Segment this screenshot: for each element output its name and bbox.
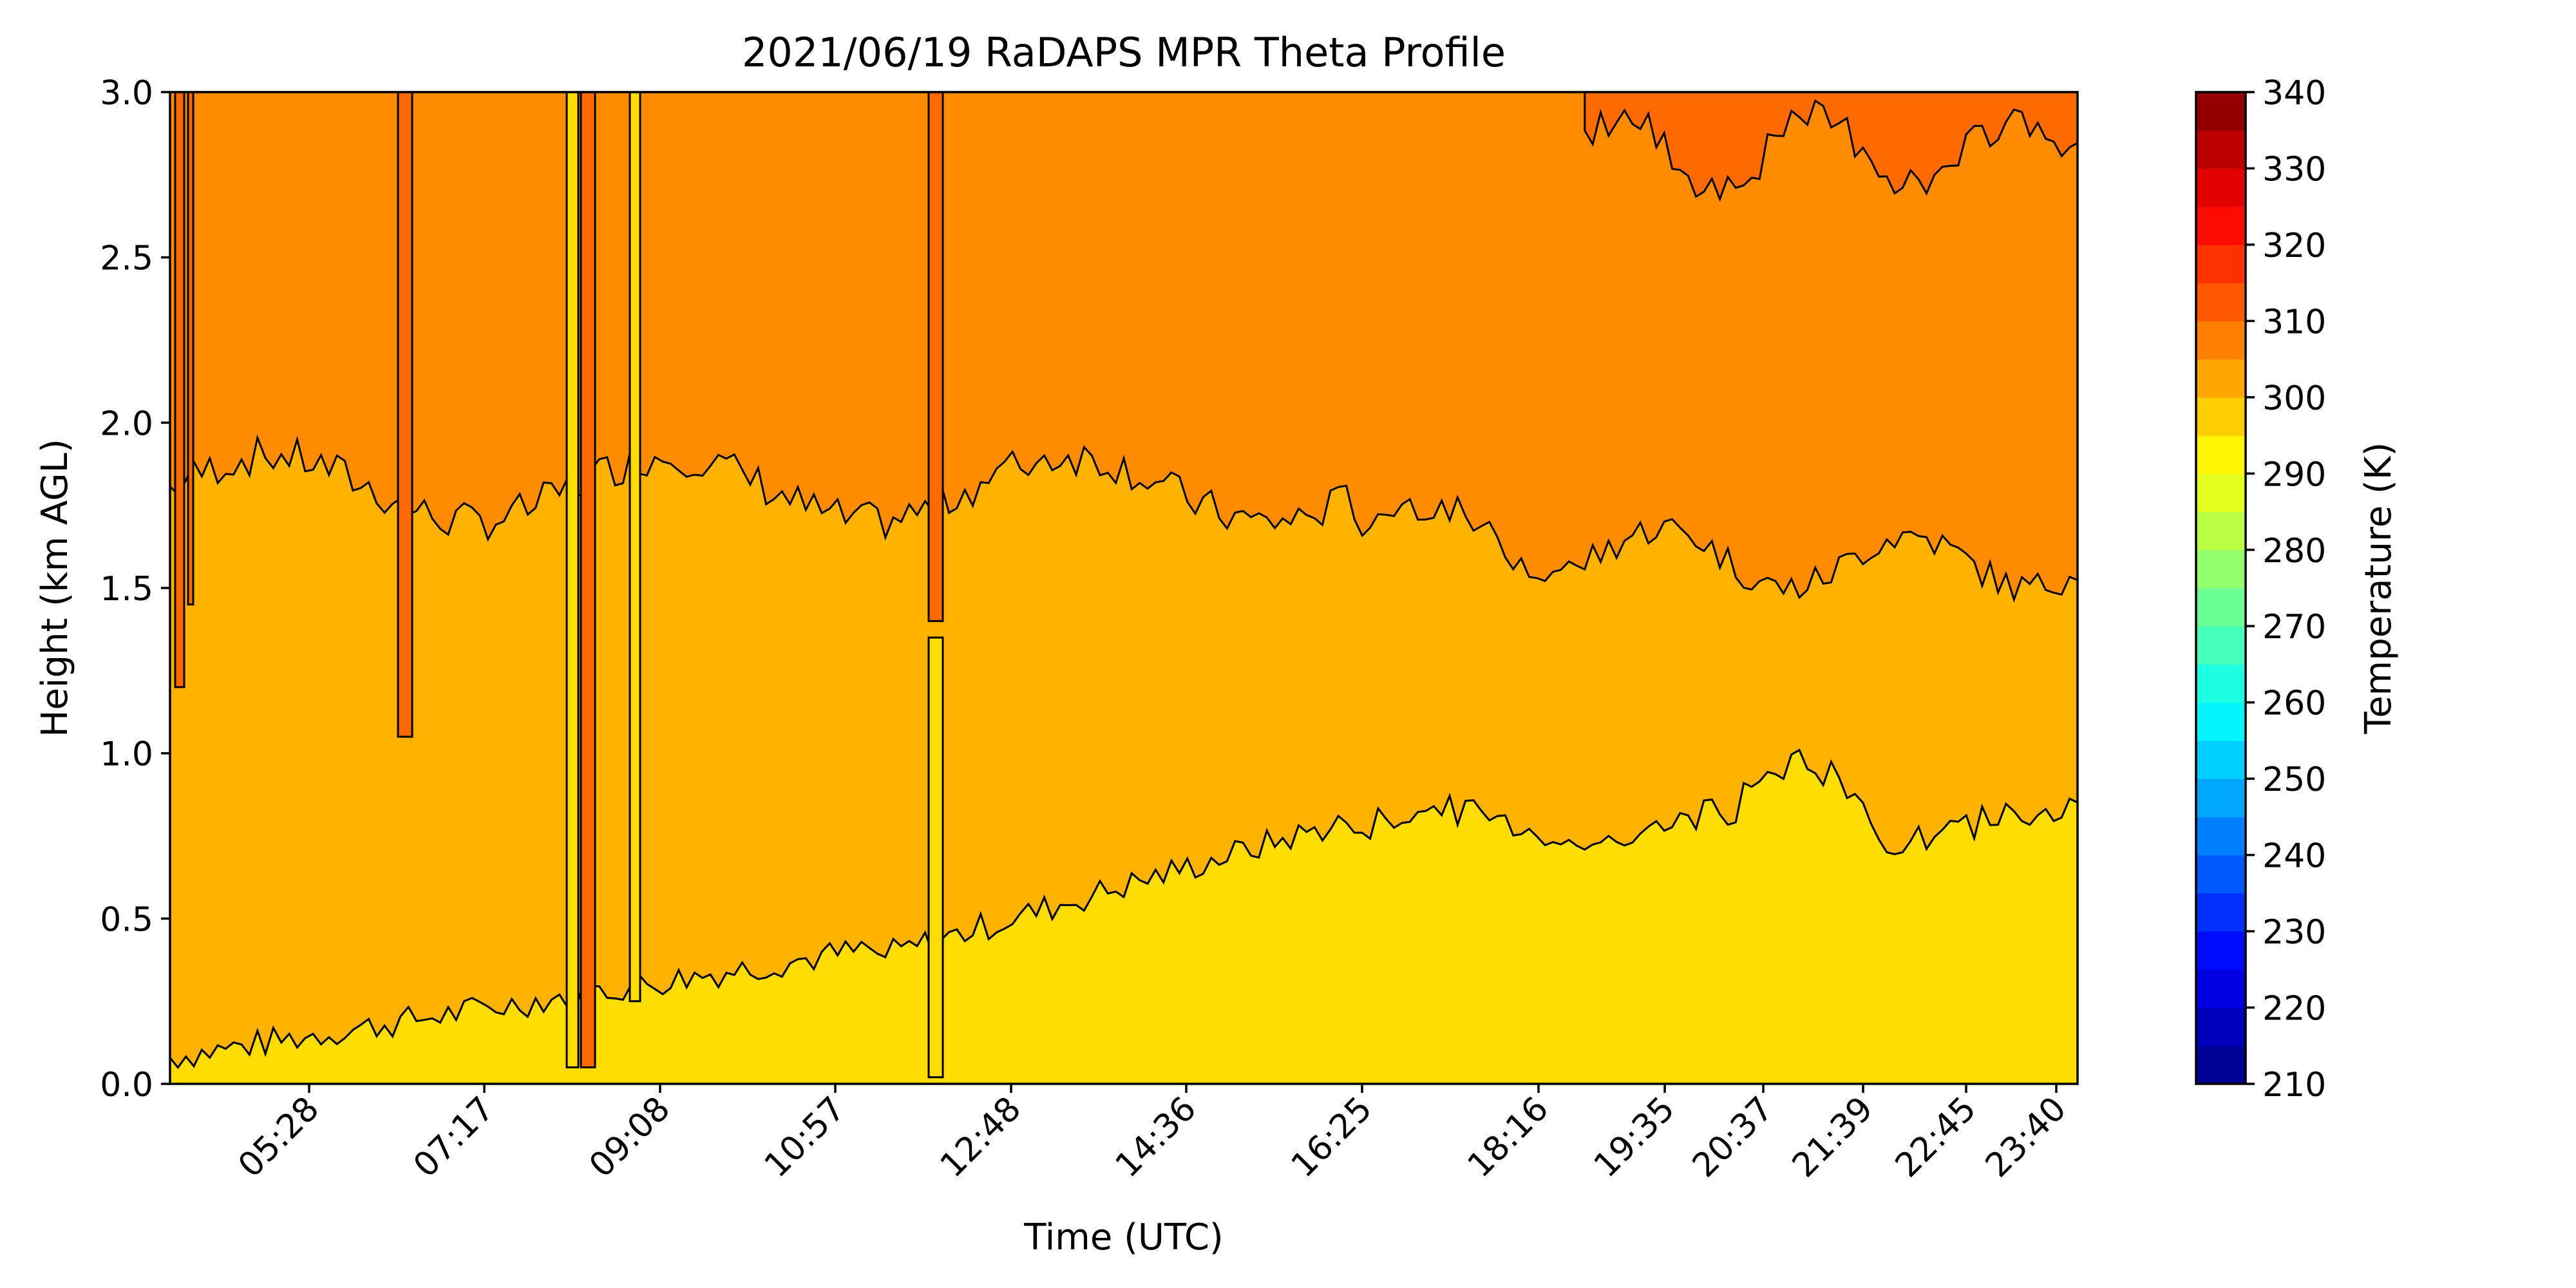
colorbar-swatch (2196, 549, 2246, 589)
band-310-315 (1584, 92, 2078, 202)
x-tick-label: 21:39 (1785, 1090, 1880, 1185)
anomaly-column-5 (629, 92, 641, 1003)
colorbar-frame (2195, 91, 2247, 1085)
y-tick-label: 2.0 (100, 404, 153, 443)
colorbar-tick-label: 300 (2262, 379, 2326, 418)
x-tick-label: 19:35 (1587, 1090, 1682, 1185)
y-axis-label: Height (km AGL) (34, 439, 76, 737)
colorbar-tick-label: 260 (2262, 685, 2326, 723)
colorbar-tick-label: 290 (2262, 455, 2326, 494)
colorbar-swatch (2196, 1007, 2246, 1046)
colorbar-swatch (2196, 359, 2246, 398)
colorbar-swatch (2196, 168, 2246, 207)
colorbar-swatch (2196, 92, 2246, 131)
y-axis: 0.0 0.5 1.0 1.5 2.0 2.5 3.0 (100, 74, 170, 1104)
x-tick-label: 14:36 (1108, 1090, 1204, 1185)
colorbar-tick-label: 270 (2262, 608, 2326, 647)
x-tick-label: 07:17 (406, 1090, 502, 1185)
colorbar-tick-label: 310 (2262, 303, 2326, 341)
x-tick-label: 05:28 (231, 1090, 327, 1185)
x-tick-label: 18:16 (1461, 1090, 1556, 1185)
anomaly-column-7 (927, 636, 944, 1079)
colorbar-tick-label: 320 (2262, 227, 2326, 265)
colorbar-swatch (2196, 969, 2246, 1009)
colorbar-tick-label: 230 (2262, 913, 2326, 952)
x-tick-label: 09:08 (582, 1090, 677, 1185)
colorbar-swatch (2196, 321, 2246, 360)
colorbar-tick-label: 280 (2262, 532, 2326, 571)
colorbar-swatch (2196, 702, 2246, 741)
colorbar-tick-label: 340 (2262, 74, 2326, 113)
anomaly-column-6 (927, 92, 944, 622)
colorbar-swatch (2196, 206, 2246, 245)
colorbar-swatch (2196, 588, 2246, 627)
x-tick-label: 16:25 (1284, 1090, 1379, 1185)
colorbar-swatch (2196, 283, 2246, 321)
anomaly-columns (174, 92, 944, 1079)
anomaly-column-2 (397, 92, 413, 738)
colorbar-swatch (2196, 511, 2246, 551)
y-tick-label: 2.5 (100, 240, 153, 278)
colorbar-swatch (2196, 855, 2246, 894)
y-tick-label: 0.5 (100, 900, 153, 939)
colorbar-swatch (2196, 664, 2246, 703)
anomaly-column-4 (580, 92, 596, 1068)
colorbar-swatch (2196, 244, 2246, 283)
y-tick-label: 1.0 (100, 735, 153, 774)
colorbar-swatch (2196, 626, 2246, 665)
colorbar-swatch (2196, 473, 2246, 513)
x-tick-label: 12:48 (933, 1090, 1028, 1185)
colorbar-tick-label: 250 (2262, 761, 2326, 799)
y-tick-label: 3.0 (100, 74, 153, 113)
x-axis-label: Time (UTC) (1023, 1217, 1224, 1258)
colorbar-swatch (2196, 740, 2246, 779)
y-tick-label: 0.0 (100, 1066, 153, 1104)
colorbar-swatch (2196, 931, 2246, 970)
band-295-300 (170, 748, 2078, 1084)
colorbar-swatch (2196, 397, 2246, 436)
colorbar-swatch (2196, 1045, 2246, 1084)
chart-title: 2021/06/19 RaDAPS MPR Theta Profile (742, 29, 1506, 76)
colorbar-swatch (2196, 130, 2246, 169)
colorbar: 210 220 230 240 250 260 270 280 290 300 310 320 330 3… (2196, 74, 2326, 1104)
colorbar-swatch (2196, 893, 2246, 932)
colorbar-swatch (2196, 779, 2246, 817)
colorbar-swatch (2196, 817, 2246, 856)
colorbar-swatch (2196, 435, 2246, 474)
x-tick-label: 20:37 (1685, 1090, 1781, 1185)
x-tick-label: 23:40 (1978, 1090, 2074, 1185)
anomaly-column-1 (187, 92, 194, 606)
colorbar-label: Temperature (K) (2358, 442, 2400, 735)
plot-area (170, 92, 2078, 1084)
anomaly-column-0 (174, 92, 185, 688)
colorbar-tick-label: 330 (2262, 150, 2326, 189)
colorbar-tick-label: 210 (2262, 1066, 2326, 1104)
colorbar-tick-label: 220 (2262, 990, 2326, 1028)
x-tick-label: 22:45 (1888, 1090, 1984, 1185)
x-axis: 05:28 07:17 09:08 10:57 12:48 14:36 16:25 18:16… (231, 1084, 2074, 1185)
colorbar-tick-label: 240 (2262, 837, 2326, 876)
y-tick-label: 1.5 (100, 570, 153, 609)
anomaly-column-3 (565, 92, 580, 1068)
x-tick-label: 10:57 (757, 1090, 853, 1185)
